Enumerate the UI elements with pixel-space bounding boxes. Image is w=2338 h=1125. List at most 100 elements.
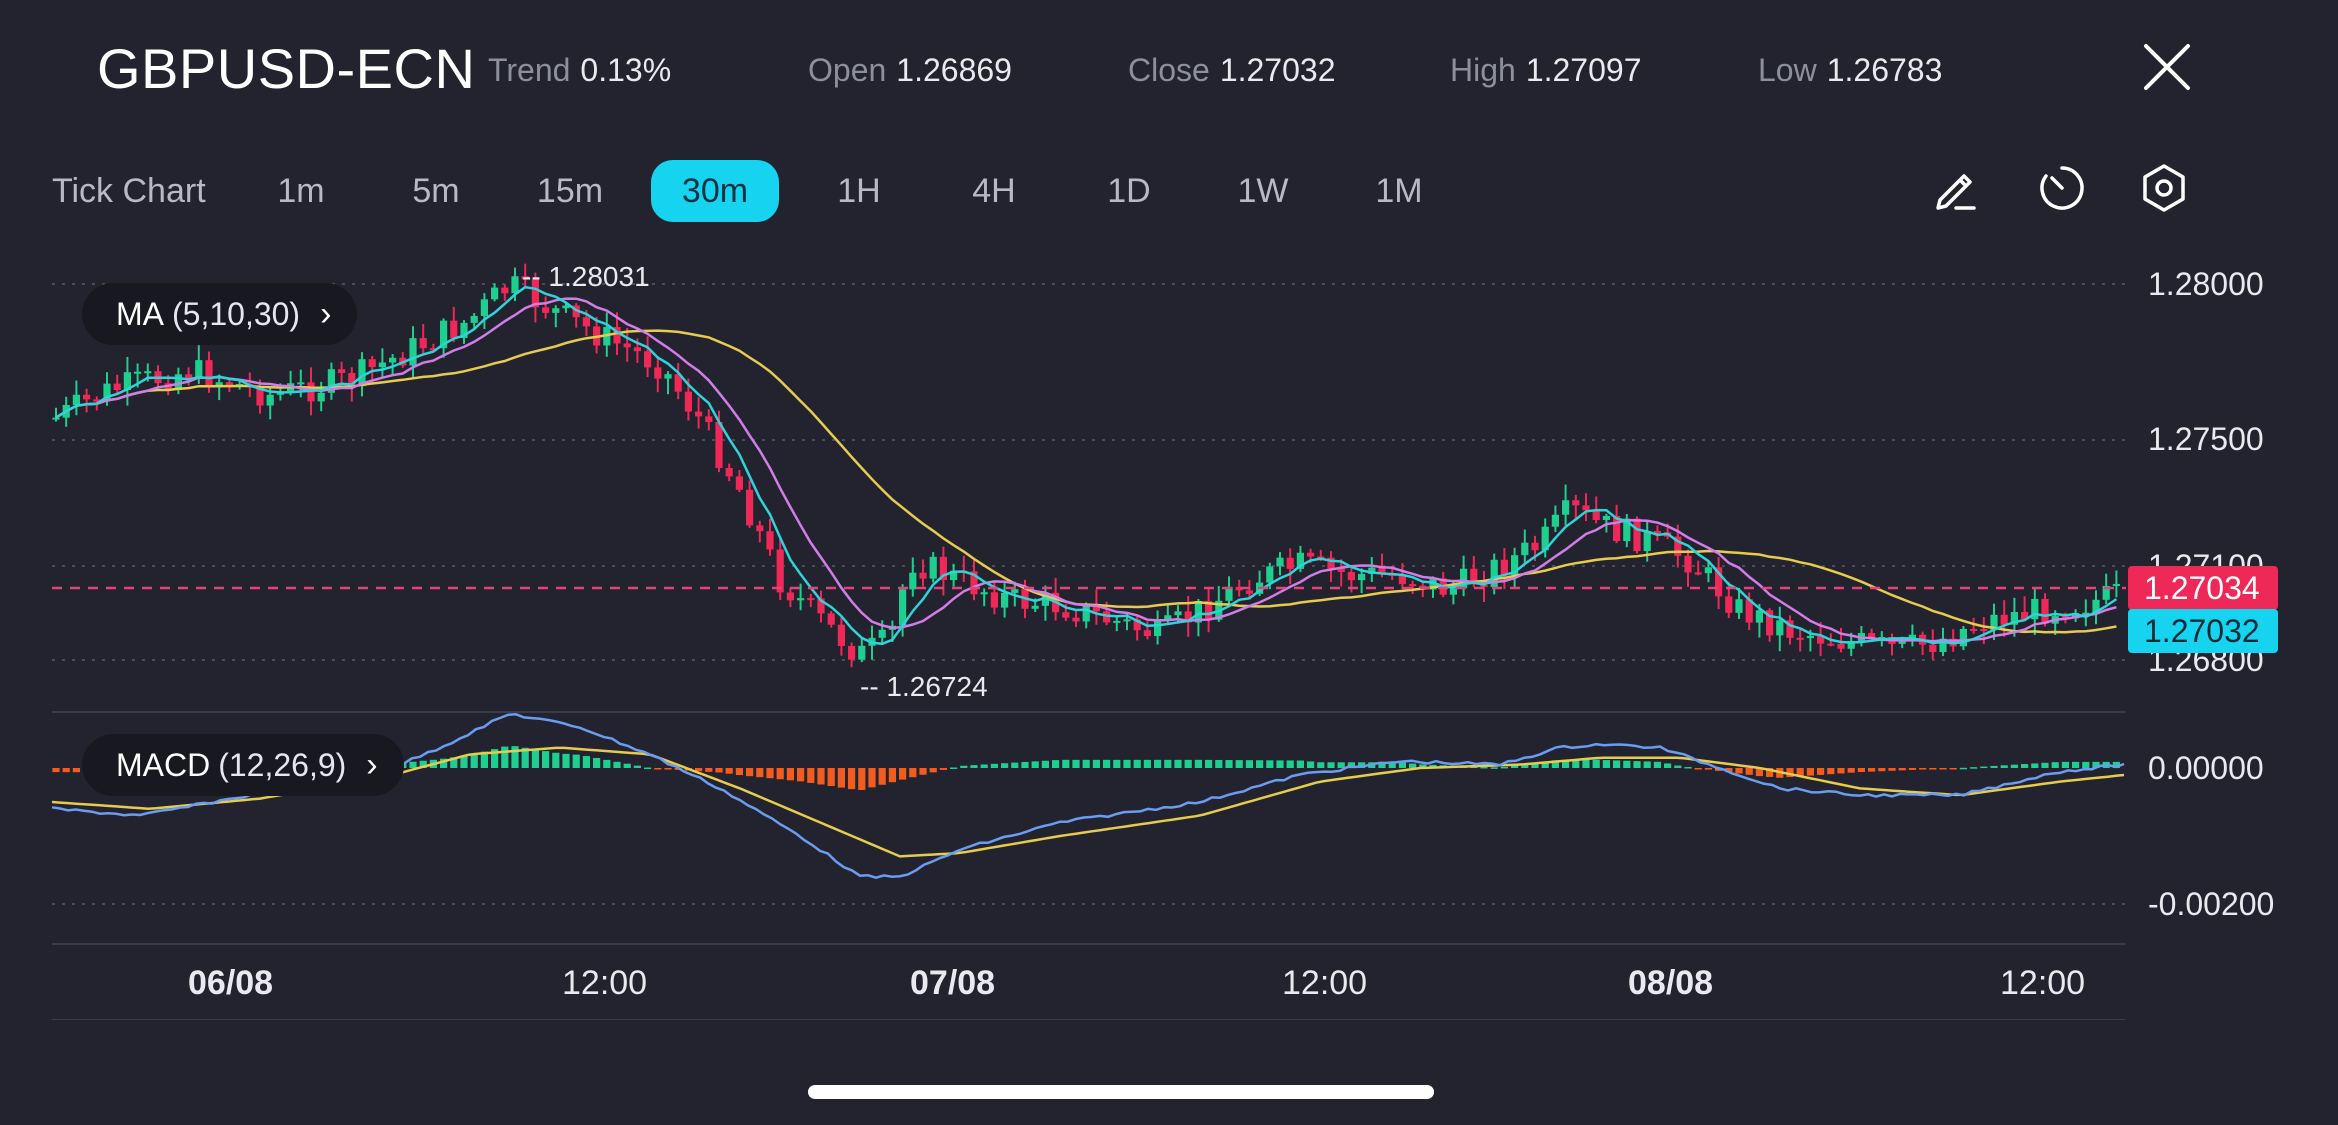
candle-body	[1500, 559, 1508, 575]
macd-params: (12,26,9)	[218, 747, 347, 783]
macd-bar	[1694, 768, 1702, 770]
candle-body	[450, 320, 458, 339]
macd-bar	[1551, 760, 1559, 768]
candle-body	[1796, 637, 1804, 640]
macd-bar	[1419, 764, 1427, 768]
macd-bar	[593, 757, 601, 768]
macd-bar	[2051, 762, 2059, 768]
macd-bar	[1766, 768, 1774, 777]
candle-body	[521, 276, 529, 280]
candle-body	[1511, 555, 1519, 575]
candle-body	[1776, 620, 1784, 636]
macd-bar	[1755, 768, 1763, 777]
timer-icon	[2040, 166, 2084, 210]
candle-body	[52, 417, 60, 420]
close-button[interactable]	[2140, 40, 2194, 94]
macd-bar	[1092, 759, 1100, 768]
macd-bar	[521, 747, 529, 768]
candle-body	[1296, 552, 1304, 569]
tab-1m[interactable]: 1m	[277, 172, 325, 210]
candle-body	[1929, 644, 1937, 653]
tab-1mo[interactable]: 1M	[1375, 172, 1423, 210]
settings-icon	[2143, 164, 2185, 212]
candle-body	[1572, 500, 1580, 506]
macd-bar	[1409, 763, 1417, 768]
macd-bar	[1898, 768, 1906, 771]
macd-bar	[1837, 768, 1845, 774]
candle-body	[1704, 567, 1712, 574]
candle-body	[1613, 515, 1621, 542]
macd-bar	[1225, 760, 1233, 768]
macd-bar	[980, 764, 988, 768]
tab-15m[interactable]: 15m	[536, 172, 604, 210]
draw-button[interactable]	[1928, 160, 1984, 216]
tab-4h[interactable]: 4H	[972, 172, 1016, 210]
stat-value: 1.26783	[1826, 52, 1943, 88]
macd-bar	[1796, 768, 1804, 777]
candle-body	[980, 592, 988, 595]
candle-body	[174, 374, 182, 391]
macd-indicator-pill[interactable]: MACD (12,26,9) ›	[82, 734, 404, 796]
x-label: 07/08	[910, 964, 995, 1002]
candle-body	[797, 598, 805, 601]
macd-bar	[746, 768, 754, 777]
macd-bar	[1735, 768, 1743, 774]
tab-5m[interactable]: 5m	[412, 172, 460, 210]
candle-body	[1959, 628, 1967, 647]
candle-body	[1551, 514, 1559, 527]
stat-trend: Trend 0.13%	[488, 52, 671, 89]
tab-1d[interactable]: 1D	[1107, 172, 1151, 210]
candle-body	[1470, 568, 1478, 585]
macd-bar	[1388, 762, 1396, 768]
tab-1h[interactable]: 1H	[837, 172, 881, 210]
chevron-right-icon: ›	[366, 746, 378, 784]
candle-body	[195, 360, 203, 379]
macd-bar	[919, 768, 927, 775]
stat-label: Low	[1758, 52, 1817, 88]
macd-bar	[491, 749, 499, 768]
macd-bar	[2021, 764, 2029, 768]
candle-body	[2021, 612, 2029, 620]
macd-bar	[1592, 759, 1600, 768]
macd-bar	[1347, 762, 1355, 768]
candle-body	[990, 592, 998, 608]
macd-bar	[1062, 759, 1070, 768]
candle-body	[1031, 605, 1039, 609]
candle-body	[644, 351, 652, 368]
current-price-label: 1.27034	[2144, 570, 2260, 606]
symbol-title: GBPUSD-ECN	[97, 37, 476, 100]
candle-body	[1449, 588, 1457, 595]
macd-bar	[2072, 761, 2080, 768]
macd-bar	[1123, 759, 1131, 768]
macd-bar	[1623, 760, 1631, 768]
macd-bar	[1245, 760, 1253, 768]
settings-button[interactable]	[2136, 160, 2192, 216]
candle-body	[1286, 557, 1294, 569]
macd-bar	[1235, 760, 1243, 768]
macd-tick: 0.00000	[2148, 750, 2264, 786]
tab-1w[interactable]: 1W	[1237, 172, 1289, 210]
candle-body	[695, 411, 703, 417]
candle-body	[389, 357, 397, 363]
candle-body	[613, 327, 621, 344]
x-label: 12:00	[2000, 964, 2085, 1002]
price-tick: 1.28000	[2148, 266, 2264, 302]
macd-bar	[776, 768, 784, 780]
macd-bar	[1266, 760, 1274, 768]
timer-button[interactable]	[2034, 160, 2090, 216]
candle-body	[491, 287, 499, 300]
candle-body	[2041, 598, 2049, 624]
candle-body	[674, 374, 682, 392]
candle-body	[1980, 628, 1988, 631]
candle-body	[1245, 590, 1253, 594]
candle-body	[623, 343, 631, 348]
ma-indicator-pill[interactable]: MA (5,10,30) ›	[82, 283, 358, 345]
macd-bar	[623, 763, 631, 768]
tab-30m[interactable]: 30m	[651, 160, 779, 222]
candle-body	[93, 399, 101, 402]
candle-body	[1398, 574, 1406, 585]
price-chart[interactable]: 1.28000 1.27500 1.27100 1.26800 1.27034 …	[0, 0, 2338, 1020]
tab-tick-chart[interactable]: Tick Chart	[52, 172, 206, 210]
macd-bar	[2041, 762, 2049, 768]
candle-body	[378, 362, 386, 368]
